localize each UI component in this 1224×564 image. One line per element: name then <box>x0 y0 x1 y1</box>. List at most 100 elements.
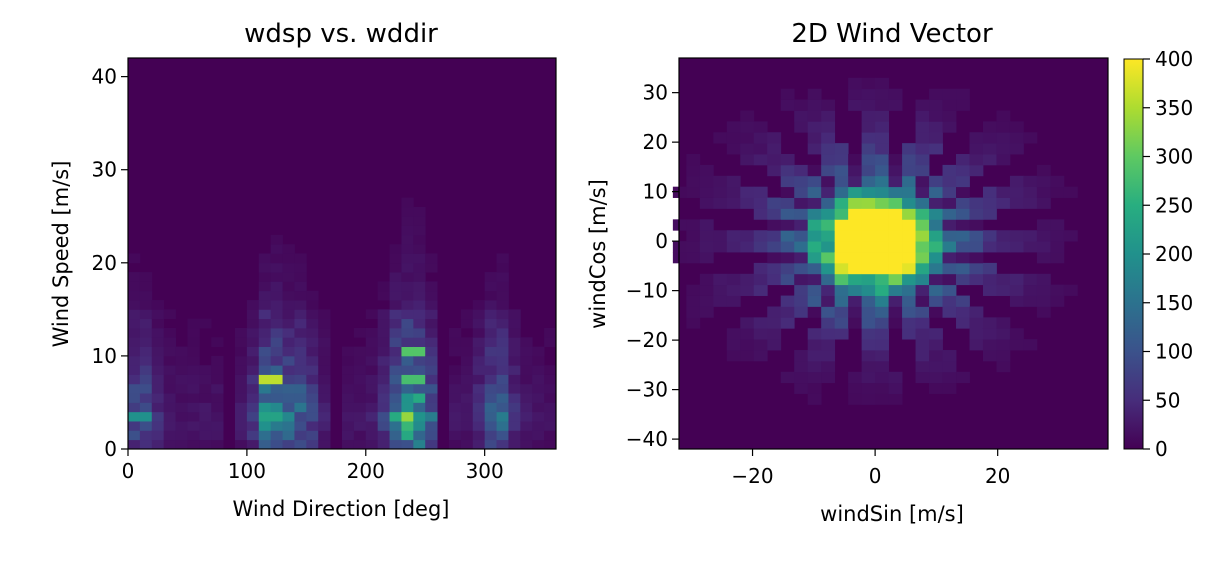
heatmap-cell <box>187 337 200 347</box>
heatmap-cell <box>389 430 402 441</box>
heatmap-cell <box>780 371 795 384</box>
heatmap-cell <box>834 230 849 242</box>
heatmap-cell <box>187 393 200 403</box>
heatmap-cell <box>767 306 782 318</box>
heatmap-cell <box>401 234 414 245</box>
heatmap-cell <box>969 328 984 340</box>
heatmap-cell <box>246 318 260 329</box>
heatmap-cell <box>401 383 414 394</box>
heatmap-cell <box>175 393 188 403</box>
heatmap-cell <box>187 346 200 357</box>
heatmap-cell <box>496 393 509 403</box>
heatmap-cell <box>187 421 200 431</box>
heatmap-cell <box>496 309 509 320</box>
heatmap-cell <box>861 88 876 100</box>
heatmap-cell <box>794 360 809 373</box>
heatmap-cell <box>902 306 916 318</box>
heatmap-cell <box>365 393 379 403</box>
y-tick-label: −10 <box>626 279 668 303</box>
heatmap-cell <box>699 230 714 242</box>
heatmap-cell <box>353 355 367 366</box>
heatmap-cell <box>258 411 272 422</box>
heatmap-cell <box>902 208 916 220</box>
heatmap-cell <box>306 290 319 301</box>
heatmap-cell <box>246 300 260 310</box>
heatmap-cell <box>848 371 863 384</box>
heatmap-cell <box>484 355 497 366</box>
heatmap-cell <box>672 252 687 264</box>
heatmap-cell <box>915 99 930 111</box>
y-tick-label: 40 <box>92 65 117 89</box>
heatmap-cell <box>969 164 984 177</box>
heatmap-cell <box>726 230 741 242</box>
heatmap-cell <box>956 197 970 209</box>
heatmap-cell <box>128 402 141 413</box>
heatmap-cell <box>726 339 741 351</box>
heatmap-cell <box>821 306 836 318</box>
heatmap-cell <box>460 365 474 375</box>
heatmap-cell <box>982 241 997 253</box>
heatmap-cell <box>425 430 438 441</box>
heatmap-cell <box>1036 252 1051 264</box>
heatmap-cell <box>834 317 849 329</box>
heatmap-cell <box>821 143 836 155</box>
heatmap-cell <box>780 295 795 307</box>
heatmap-cell <box>821 164 836 177</box>
heatmap-cell <box>996 284 1011 296</box>
heatmap-cell <box>726 186 741 198</box>
heatmap-cell <box>175 365 188 375</box>
heatmap-cell <box>875 208 889 220</box>
heatmap-cell <box>460 421 474 431</box>
heatmap-cell <box>807 99 822 111</box>
heatmap-cell <box>942 241 957 253</box>
heatmap-cell <box>235 383 248 394</box>
heatmap-cell <box>472 327 486 338</box>
heatmap-cell <box>686 284 701 296</box>
heatmap-cell <box>915 197 930 209</box>
y-tick-label: 10 <box>643 180 668 204</box>
heatmap-cell <box>318 383 331 394</box>
heatmap-cell <box>401 225 414 236</box>
heatmap-cell <box>472 421 486 431</box>
heatmap-cell <box>484 374 497 385</box>
heatmap-cell <box>929 230 943 242</box>
heatmap-cell <box>139 411 153 422</box>
right-chart-title: 2D Wind Vector <box>791 19 993 49</box>
heatmap-cell <box>258 300 272 310</box>
heatmap-cell <box>956 208 970 220</box>
heatmap-cell <box>969 241 984 253</box>
heatmap-cell <box>848 99 863 111</box>
heatmap-cell <box>425 290 438 301</box>
heatmap-cell <box>942 306 957 318</box>
heatmap-cell <box>353 421 367 431</box>
heatmap-cell <box>460 439 474 450</box>
heatmap-cell <box>996 197 1011 209</box>
heatmap-cell <box>1023 132 1038 144</box>
heatmap-cell <box>929 143 943 155</box>
heatmap-cell <box>767 197 782 209</box>
heatmap-cell <box>282 244 295 254</box>
heatmap-cell <box>915 121 930 133</box>
heatmap-cell <box>942 273 957 286</box>
heatmap-cell <box>875 350 889 362</box>
heatmap-cell <box>753 186 768 198</box>
heatmap-cell <box>929 197 943 209</box>
heatmap-cell <box>270 262 283 273</box>
heatmap-cell <box>686 230 701 242</box>
heatmap-cell <box>699 284 714 296</box>
heatmap-cell <box>821 241 836 253</box>
heatmap-cell <box>929 252 943 264</box>
heatmap-cell <box>848 175 863 188</box>
heatmap-cell <box>686 186 701 198</box>
heatmap-cell <box>246 439 260 450</box>
heatmap-cell <box>996 360 1011 373</box>
heatmap-cell <box>342 383 355 394</box>
heatmap-cell <box>942 88 957 100</box>
heatmap-cell <box>199 402 212 413</box>
heatmap-cell <box>767 230 782 242</box>
heatmap-cell <box>753 262 768 275</box>
heatmap-cell <box>753 143 768 155</box>
heatmap-cell <box>401 262 414 273</box>
heatmap-cell <box>753 317 768 329</box>
heatmap-cell <box>270 244 283 254</box>
